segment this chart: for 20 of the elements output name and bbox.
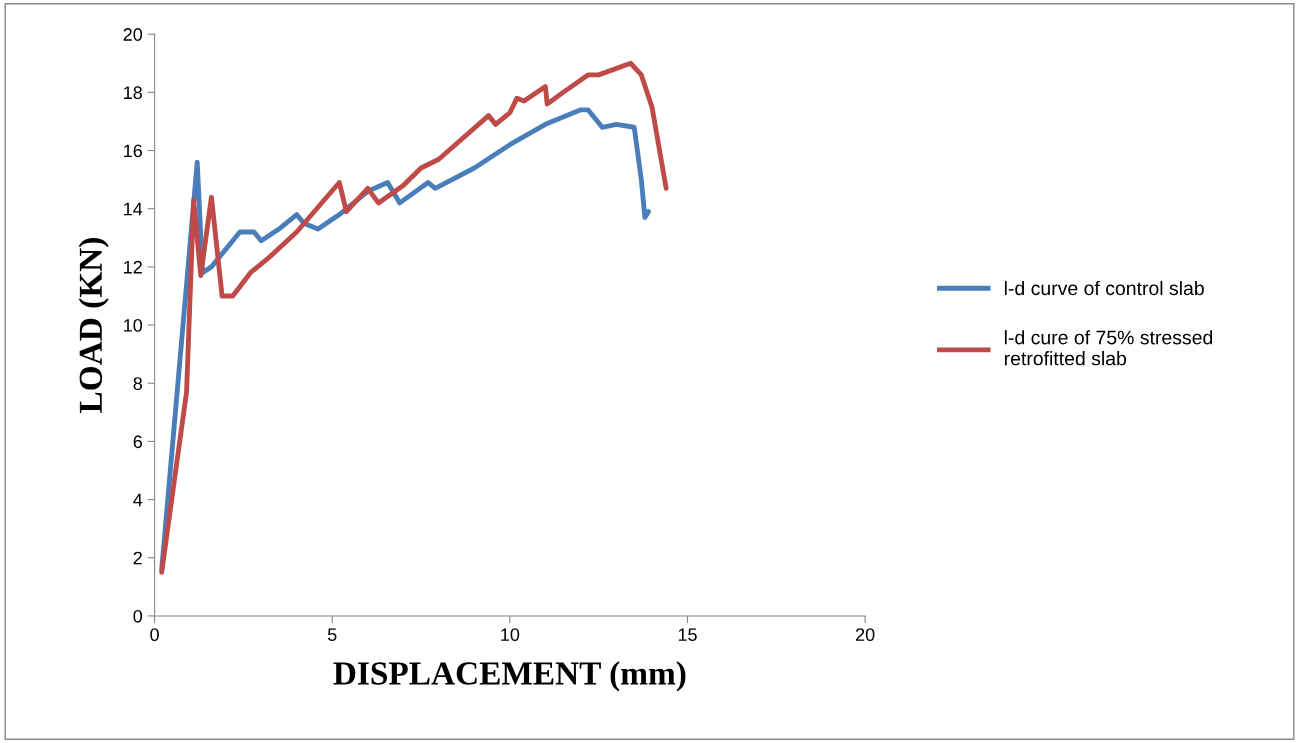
y-tick-label: 2: [133, 551, 142, 565]
y-tick-label: 4: [133, 493, 143, 507]
y-tick-label: 20: [123, 28, 143, 41]
y-tick-label: 0: [133, 609, 143, 623]
legend-label: l-d curve of control slab: [1004, 280, 1204, 296]
y-tick-label: 8: [133, 377, 142, 390]
x-tick-label: 5: [327, 628, 337, 642]
legend-label: l-d cure of 75% stressed retrofitted slab: [1004, 330, 1213, 366]
y-axis-title: LOAD (KN): [78, 238, 109, 413]
x-axis-title: DISPLACEMENT (mm): [333, 661, 686, 692]
x-tick-label: 20: [856, 628, 875, 642]
y-tick-label: 14: [124, 202, 143, 216]
y-tick-label: 6: [133, 435, 142, 449]
y-tick-label: 18: [124, 86, 142, 100]
x-tick-label: 15: [678, 628, 697, 642]
y-tick-label: 10: [124, 319, 143, 332]
x-tick-label: 10: [501, 628, 520, 642]
y-tick-label: 12: [124, 260, 142, 274]
x-tick-label: 0: [150, 628, 159, 642]
y-tick-label: 16: [124, 144, 142, 158]
